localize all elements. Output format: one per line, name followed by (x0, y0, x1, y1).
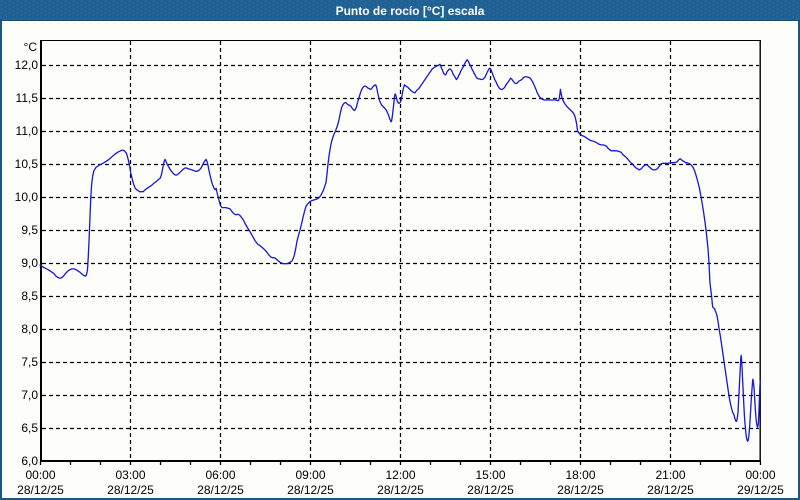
svg-text:7,5: 7,5 (21, 355, 38, 369)
svg-text:12,0: 12,0 (15, 58, 39, 72)
svg-text:28/12/25: 28/12/25 (197, 483, 244, 497)
svg-text:28/12/25: 28/12/25 (377, 483, 424, 497)
svg-text:6,5: 6,5 (21, 421, 38, 435)
svg-text:28/12/25: 28/12/25 (467, 483, 514, 497)
svg-text:9,0: 9,0 (21, 256, 38, 270)
svg-text:00:00: 00:00 (25, 468, 55, 482)
svg-text:28/12/25: 28/12/25 (647, 483, 694, 497)
svg-text:6,0: 6,0 (21, 454, 38, 468)
svg-text:°C: °C (24, 40, 38, 54)
svg-text:10,0: 10,0 (15, 190, 39, 204)
svg-text:28/12/25: 28/12/25 (287, 483, 334, 497)
svg-text:18:00: 18:00 (565, 468, 595, 482)
svg-text:00:00: 00:00 (745, 468, 775, 482)
svg-text:28/12/25: 28/12/25 (557, 483, 604, 497)
svg-text:11,5: 11,5 (16, 91, 39, 105)
svg-text:03:00: 03:00 (115, 468, 145, 482)
svg-text:Punto de rocío [°C] escala: Punto de rocío [°C] escala (336, 4, 485, 18)
svg-text:09:00: 09:00 (295, 468, 325, 482)
svg-text:10,5: 10,5 (15, 157, 39, 171)
svg-text:21:00: 21:00 (655, 468, 685, 482)
svg-text:28/12/25: 28/12/25 (107, 483, 154, 497)
svg-text:29/12/25: 29/12/25 (737, 483, 784, 497)
svg-text:06:00: 06:00 (205, 468, 235, 482)
svg-text:28/12/25: 28/12/25 (17, 483, 64, 497)
svg-text:15:00: 15:00 (475, 468, 505, 482)
svg-text:12:00: 12:00 (385, 468, 415, 482)
svg-text:8,0: 8,0 (21, 322, 38, 336)
svg-text:7,0: 7,0 (21, 388, 38, 402)
svg-text:11,0: 11,0 (16, 124, 39, 138)
svg-text:9,5: 9,5 (21, 223, 38, 237)
svg-text:8,5: 8,5 (21, 289, 38, 303)
